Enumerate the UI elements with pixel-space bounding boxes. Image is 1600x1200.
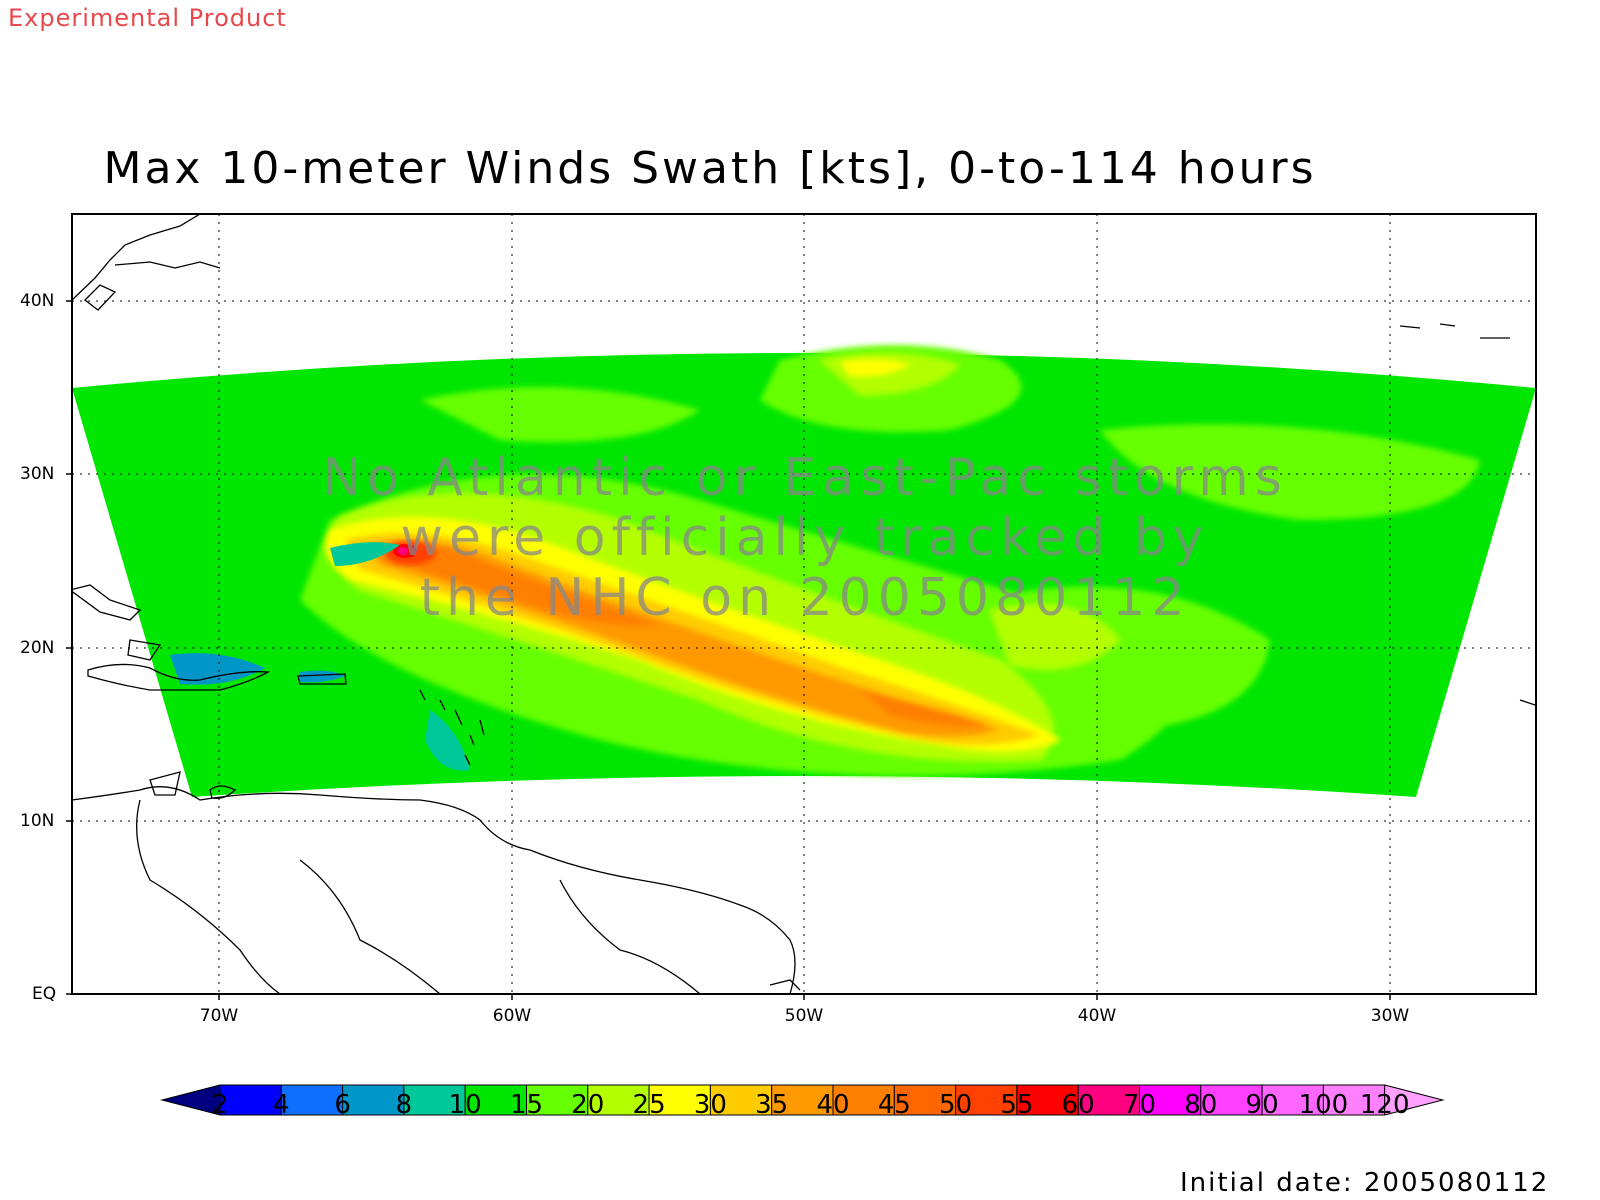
- y-tick-label: 30N: [20, 464, 55, 484]
- chart-title: Max 10-meter Winds Swath [kts], 0-to-114…: [103, 143, 1317, 194]
- coastlines: [72, 214, 1536, 994]
- colorbar-swatch: [1016, 1084, 1079, 1116]
- colorbar-swatch: [342, 1084, 405, 1116]
- colorbar-swatch: [403, 1084, 466, 1116]
- colorbar-label: 10: [448, 1090, 482, 1120]
- colorbar-label: 25: [632, 1090, 666, 1120]
- colorbar-swatch: [893, 1084, 957, 1116]
- colorbar-swatch: [832, 1084, 895, 1116]
- colorbar-max-arrow: [1384, 1084, 1445, 1116]
- colorbar-label: 90: [1245, 1090, 1279, 1120]
- colorbar-label: 60: [1061, 1090, 1095, 1120]
- colorbar-label: 55: [1000, 1090, 1034, 1120]
- colorbar-label: 20: [571, 1090, 605, 1120]
- colorbar-swatch: [280, 1084, 344, 1116]
- colorbar-label: 40: [816, 1090, 850, 1120]
- x-tick-label: 30W: [1370, 1006, 1410, 1026]
- colorbar-label: 8: [395, 1090, 413, 1120]
- y-tick-label: 10N: [20, 811, 55, 831]
- colorbar-swatch: [1200, 1084, 1263, 1116]
- colorbar-swatch: [771, 1084, 834, 1116]
- experimental-label: Experimental Product: [8, 4, 287, 32]
- colorbar-label: 70: [1122, 1090, 1157, 1120]
- colorbar: [160, 1084, 1445, 1116]
- y-tick-label: EQ: [32, 984, 57, 1004]
- initial-date: Initial date: 2005080112: [1180, 1168, 1550, 1198]
- x-tick-label: 50W: [784, 1006, 824, 1026]
- x-tick-label: 40W: [1077, 1006, 1117, 1026]
- low-wind-areas: [170, 542, 470, 771]
- colorbar-label: 80: [1184, 1090, 1218, 1120]
- plot-frame: [71, 213, 1537, 995]
- notice-line-1: No Atlantic or East-Pac storms: [322, 448, 1288, 508]
- colorbar-swatch: [464, 1084, 528, 1116]
- x-tick-label: 70W: [199, 1006, 239, 1026]
- colorbar-swatch: [1322, 1084, 1386, 1116]
- colorbar-swatch: [648, 1084, 711, 1116]
- y-tick-label: 40N: [20, 291, 55, 311]
- y-tick-label: 20N: [20, 638, 55, 658]
- colorbar-label: 6: [334, 1090, 351, 1120]
- colorbar-swatch: [526, 1084, 589, 1116]
- colorbar-label: 100: [1298, 1090, 1349, 1120]
- notice-line-3: the NHC on 2005080112: [419, 568, 1191, 628]
- notice-line-2: were officially tracked by: [400, 508, 1210, 568]
- colorbar-label: 120: [1359, 1090, 1410, 1120]
- colorbar-label: 4: [273, 1090, 290, 1120]
- colorbar-swatch: [1261, 1084, 1324, 1116]
- swath-contours: [300, 345, 1480, 776]
- colorbar-label: 50: [939, 1090, 973, 1120]
- colorbar-swatch: [219, 1084, 282, 1116]
- colorbar-label: 30: [693, 1090, 727, 1120]
- colorbar-label: 35: [755, 1090, 789, 1120]
- colorbar-label: 15: [509, 1090, 544, 1120]
- x-tick-label: 60W: [492, 1006, 532, 1026]
- grid-lines: [72, 214, 1536, 994]
- colorbar-label: 45: [877, 1090, 911, 1120]
- colorbar-label: 2: [211, 1090, 229, 1120]
